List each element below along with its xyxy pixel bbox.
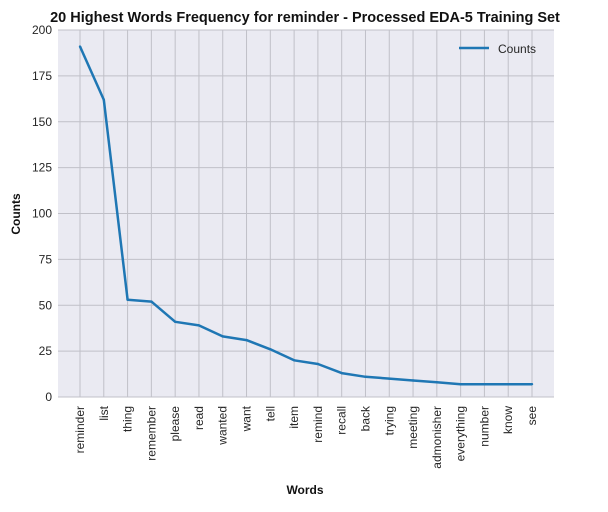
y-tick-label: 175	[32, 69, 52, 83]
data-point	[507, 382, 510, 386]
data-point	[459, 382, 462, 386]
data-point	[221, 335, 224, 338]
x-tick-label: want	[240, 405, 254, 432]
legend-label: Counts	[498, 42, 536, 56]
y-tick-label: 125	[32, 161, 52, 175]
x-tick-label: recall	[335, 406, 349, 435]
y-tick-label: 25	[39, 344, 53, 358]
data-point	[530, 382, 534, 386]
x-tick-label: everything	[454, 406, 468, 461]
data-point	[197, 324, 201, 327]
data-point	[435, 381, 439, 384]
y-tick-label: 0	[45, 390, 52, 404]
data-point	[150, 300, 153, 303]
x-tick-label: admonisher	[430, 406, 444, 469]
legend: Counts	[459, 42, 536, 56]
y-axis-title: Counts	[9, 193, 23, 235]
x-axis-title: Words	[286, 483, 323, 497]
data-point	[126, 298, 129, 301]
x-tick-label: remember	[144, 406, 158, 461]
data-point	[388, 377, 391, 380]
data-point	[483, 382, 486, 386]
data-point	[173, 320, 177, 323]
chart-title: 20 Highest Words Frequency for reminder …	[50, 10, 560, 26]
data-point	[316, 362, 320, 366]
grid-lines	[58, 29, 554, 398]
x-tick-label: trying	[382, 406, 396, 435]
x-tick-label: remind	[311, 406, 325, 443]
x-tick-label: please	[168, 406, 182, 442]
x-tick-label: back	[358, 405, 372, 431]
data-point	[340, 371, 343, 375]
data-point	[292, 359, 296, 362]
data-point	[78, 45, 82, 48]
y-tick-label: 200	[32, 23, 52, 37]
x-tick-label: tell	[263, 406, 277, 421]
x-tick-label: wanted	[216, 406, 230, 446]
x-tick-label: thing	[121, 406, 135, 432]
data-point	[269, 348, 272, 351]
data-point	[245, 338, 248, 342]
x-tick-label: read	[192, 406, 206, 430]
x-tick-label: item	[287, 406, 301, 429]
y-tick-label: 150	[32, 115, 52, 129]
x-tick-label: reminder	[73, 406, 87, 453]
series-layer	[78, 45, 534, 386]
y-tick-label: 75	[39, 252, 53, 266]
series-line-counts	[78, 45, 532, 386]
x-axis-ticks: reminder list thing remember please read wante…	[73, 405, 539, 469]
x-tick-label: number	[477, 406, 491, 447]
data-point	[411, 379, 415, 382]
x-tick-label: see	[525, 406, 539, 426]
y-tick-label: 50	[39, 298, 53, 312]
x-tick-label: meeting	[406, 406, 420, 449]
data-point	[364, 375, 367, 379]
x-tick-label: list	[97, 405, 111, 420]
data-point	[102, 98, 105, 101]
y-tick-label: 100	[32, 207, 52, 221]
y-axis-ticks: 0 25 50 75 100 125 150 175 200	[32, 23, 52, 404]
x-tick-label: know	[501, 406, 515, 434]
